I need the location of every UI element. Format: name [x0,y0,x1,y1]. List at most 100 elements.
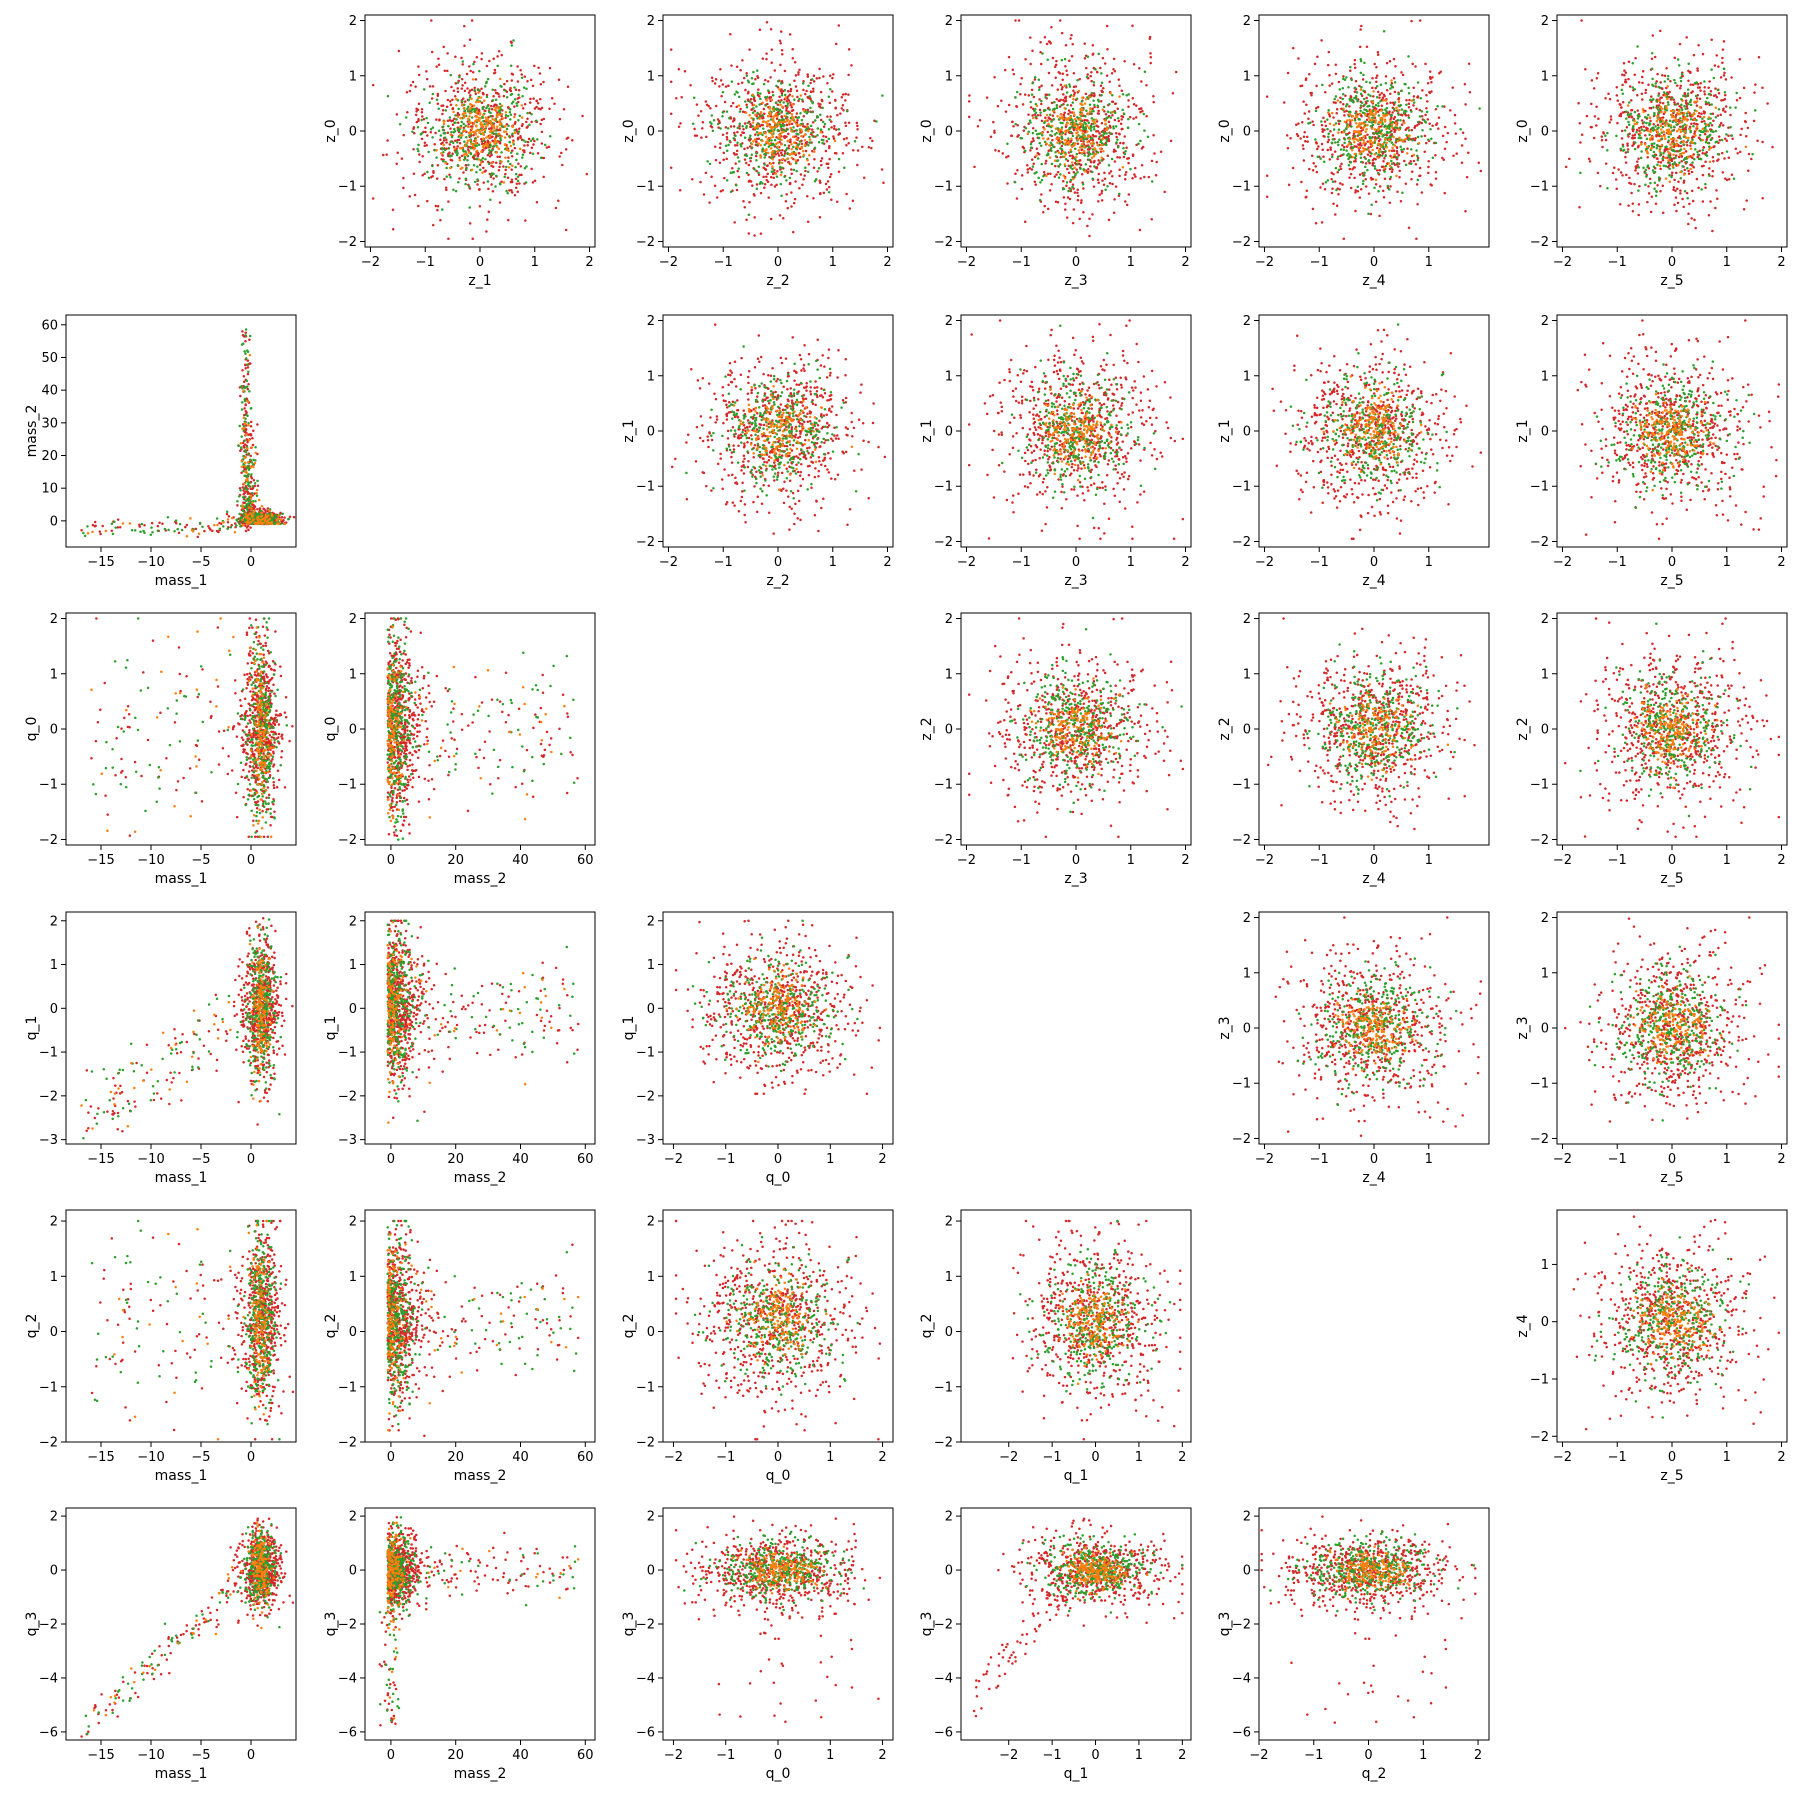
scatter-point [441,160,445,163]
scatter-point [1358,173,1362,176]
scatter-point [1086,119,1089,122]
x-tick-label: −1 [714,255,733,270]
scatter-point [1396,152,1399,155]
scatter-point [1623,73,1626,77]
scatter-point [1395,124,1398,127]
scatter-point [490,126,493,130]
scatter-point [1075,168,1078,171]
scatter-point [1620,137,1624,140]
scatter-point [1017,19,1021,22]
scatter-point [1636,93,1639,97]
scatter-point [402,176,405,180]
scatter-point [1101,130,1105,134]
scatter-point [757,142,760,145]
scatter-point [468,89,472,92]
scatter-point [1070,137,1073,140]
scatter-point [571,138,574,142]
scatter-point [1051,138,1054,142]
scatter-point [486,180,490,183]
scatter-point [845,192,848,196]
scatter-point [464,152,467,156]
scatter-point [1026,132,1030,136]
scatter-point [1003,68,1007,72]
scatter-point [1338,138,1341,142]
scatter-point [1702,164,1705,168]
scatter-point [759,92,762,95]
scatter-point [1734,147,1738,150]
scatter-point [1080,143,1084,146]
scatter-point [1044,108,1047,112]
scatter-point [1416,178,1420,182]
scatter-point [1089,107,1092,111]
scatter-point [1699,115,1702,119]
scatter-point [488,141,492,145]
scatter-point [1380,116,1384,120]
scatter-point [813,146,817,149]
scatter-point [526,117,529,120]
scatter-point [1369,94,1372,98]
scatter-point [469,121,473,125]
scatter-point [759,111,763,115]
scatter-point [465,141,469,145]
scatter-point [1050,182,1053,186]
scatter-point [1031,137,1035,140]
scatter-point [1689,163,1692,166]
scatter-point [1039,144,1043,147]
scatter-point [755,183,759,186]
scatter-point [1036,157,1040,160]
scatter-point [815,77,819,80]
scatter-point [1044,96,1047,99]
scatter-point [803,133,807,136]
scatter-point [798,187,801,190]
scatter-point [1064,44,1068,47]
scatter-point [993,75,996,79]
scatter-point [778,165,782,169]
scatter-point [1118,192,1121,196]
scatter-point [1098,161,1102,164]
scatter-point [1721,61,1724,65]
scatter-point [1608,121,1611,124]
scatter-point [1159,150,1163,153]
scatter-point [486,218,489,221]
scatter-point [1410,170,1414,173]
scatter-point [1093,103,1096,107]
scatter-point [1410,19,1413,23]
scatter-point [771,90,774,94]
scatter-point [1630,108,1634,112]
scatter-point [1595,76,1599,80]
scatter-point [510,155,514,158]
scatter-point [1761,86,1764,90]
scatter-point [813,180,817,183]
scatter-point [1359,104,1363,107]
scatter-point [1094,68,1097,71]
scatter-point [581,114,584,118]
scatter-point [519,165,523,168]
scatter-point [465,72,469,76]
scatter-point [476,178,479,181]
scatter-point [456,145,459,148]
scatter-point [1026,171,1030,174]
scatter-point [1358,196,1362,199]
scatter-point [441,109,445,112]
scatter-point [511,73,515,76]
scatter-point [1414,136,1417,140]
scatter-point [447,147,451,150]
scatter-point [509,113,513,116]
scatter-point [502,94,506,98]
scatter-point [1351,115,1355,118]
scatter-point [755,169,758,173]
scatter-point [1305,195,1308,199]
scatter-point [1122,146,1125,150]
scatter-point [1351,155,1354,159]
scatter-point [1086,112,1090,116]
scatter-point [1353,152,1357,156]
scatter-point [766,151,770,155]
scatter-point [417,73,421,77]
scatter-point [1421,128,1424,132]
scatter-point [1098,132,1101,135]
scatter-point [1062,180,1065,183]
scatter-point [427,176,431,180]
scatter-point [1133,173,1136,176]
scatter-point [1321,83,1324,87]
